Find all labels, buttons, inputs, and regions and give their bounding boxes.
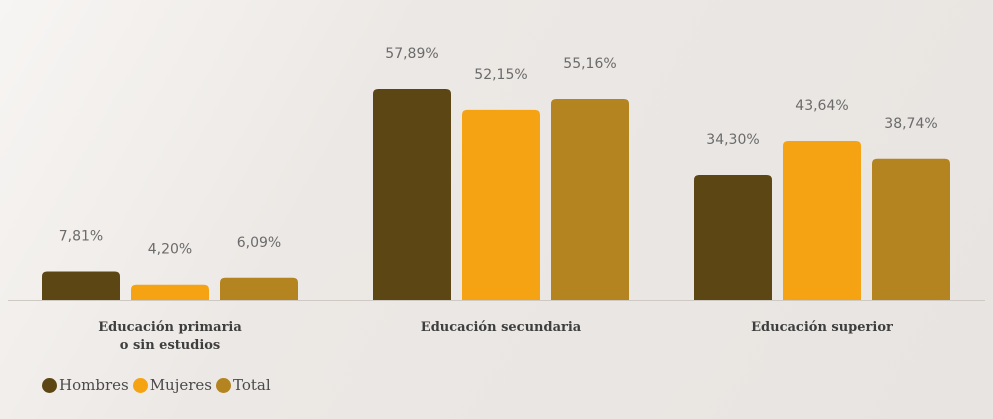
- bar-mujeres-3: [783, 140, 861, 300]
- bar-hombres-1: [42, 271, 120, 300]
- value-label-total-3: 38,74%: [884, 116, 937, 132]
- legend-item-hombres: Hombres: [42, 376, 129, 394]
- legend-swatch-mujeres: [132, 377, 148, 393]
- bar-total-1: [220, 277, 298, 300]
- value-label-mujeres-1: 4,20%: [148, 242, 192, 258]
- value-label-total-2: 55,16%: [563, 56, 616, 72]
- value-label-hombres-2: 57,89%: [385, 46, 438, 62]
- bar-total-3: [872, 158, 950, 300]
- bar-hombres-3: [694, 174, 772, 300]
- legend-item-total: Total: [215, 376, 271, 394]
- value-label-hombres-1: 7,81%: [59, 229, 103, 245]
- legend-item-mujeres: Mujeres: [132, 376, 212, 394]
- bar-mujeres-2: [462, 109, 540, 300]
- bar-hombres-2: [373, 89, 451, 300]
- legend-label-hombres: Hombres: [59, 376, 129, 394]
- legend-label-mujeres: Mujeres: [149, 376, 212, 394]
- legend-swatch-total: [215, 377, 231, 393]
- value-label-mujeres-2: 52,15%: [474, 67, 527, 83]
- value-label-mujeres-3: 43,64%: [795, 98, 848, 114]
- value-label-hombres-3: 34,30%: [706, 132, 759, 148]
- legend: Hombres Mujeres Total: [42, 376, 275, 394]
- legend-label-total: Total: [232, 376, 271, 394]
- bar-mujeres-1: [131, 284, 209, 300]
- category-label-2: Educación secundaria: [421, 320, 582, 335]
- category-label-3: Educación superior: [751, 320, 893, 335]
- bar-total-2: [551, 98, 629, 300]
- category-label-1: Educación primaria o sin estudios: [98, 320, 242, 353]
- legend-swatch-hombres: [42, 377, 57, 393]
- value-label-total-1: 6,09%: [237, 235, 281, 251]
